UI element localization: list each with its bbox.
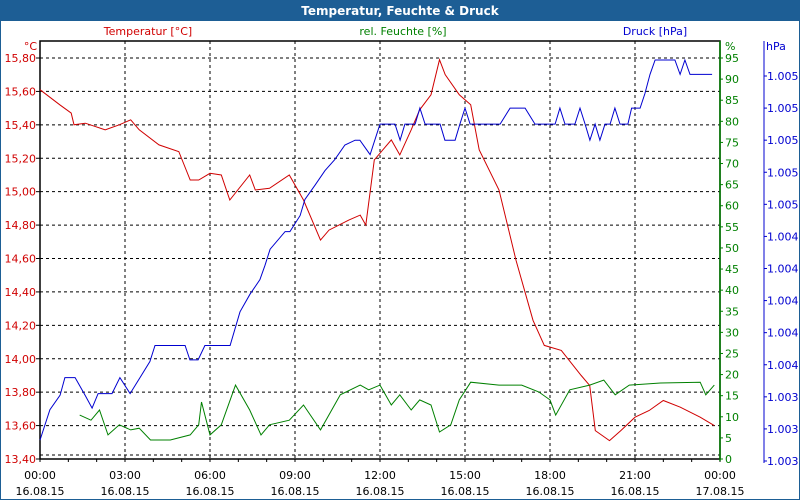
y-tick-label-humidity: 30 — [725, 326, 739, 339]
y-tick-label-pressure: 1.005 — [767, 198, 799, 211]
pressure-unit-label: hPa — [766, 40, 786, 53]
x-tick-label-time: 00:00 — [704, 469, 736, 482]
y-tick-label-pressure: 1.004 — [767, 295, 799, 308]
x-tick-label-date: 16.08.15 — [611, 485, 660, 498]
series-line-pressure — [39, 58, 713, 441]
x-tick-label-date: 16.08.15 — [356, 485, 405, 498]
x-tick-label-date: 16.08.15 — [16, 485, 65, 498]
x-tick-label-time: 09:00 — [279, 469, 311, 482]
y-tick-label-humidity: 60 — [725, 200, 739, 213]
y-tick-label-temperature: 13,40 — [5, 453, 37, 466]
x-tick-label-time: 03:00 — [109, 469, 141, 482]
y-tick-label-temperature: 14,40 — [5, 286, 37, 299]
y-tick-label-humidity: 50 — [725, 242, 739, 255]
y-tick-label-temperature: 15,80 — [5, 52, 37, 65]
y-tick-label-pressure: 1.003 — [767, 455, 799, 468]
series-line-humidity — [79, 379, 715, 441]
y-tick-label-humidity: 20 — [725, 369, 739, 382]
x-tick-label-date: 16.08.15 — [271, 485, 320, 498]
series-line-temperature — [39, 58, 715, 442]
y-tick-label-humidity: 5 — [725, 432, 732, 445]
y-tick-label-pressure: 1.003 — [767, 423, 799, 436]
x-tick-label-time: 12:00 — [364, 469, 396, 482]
x-tick-label-time: 00:00 — [24, 469, 56, 482]
y-tick-label-temperature: 13,80 — [5, 386, 37, 399]
y-tick-label-temperature: 15,40 — [5, 119, 37, 132]
y-tick-label-humidity: 65 — [725, 179, 739, 192]
y-tick-label-temperature: 15,60 — [5, 85, 37, 98]
y-tick-label-humidity: 80 — [725, 115, 739, 128]
y-tick-label-pressure: 1.005 — [767, 70, 799, 83]
y-tick-label-pressure: 1.004 — [767, 263, 799, 276]
y-tick-label-pressure: 1.004 — [767, 359, 799, 372]
y-tick-label-humidity: 10 — [725, 411, 739, 424]
y-tick-label-humidity: 90 — [725, 73, 739, 86]
x-tick-label-date: 16.08.15 — [101, 485, 150, 498]
y-tick-label-temperature: 15,00 — [5, 186, 37, 199]
y-tick-label-pressure: 1.004 — [767, 230, 799, 243]
y-tick-label-humidity: 25 — [725, 347, 739, 360]
temperature-unit-label: °C — [24, 40, 38, 53]
y-tick-label-pressure: 1.005 — [767, 166, 799, 179]
x-tick-label-date: 16.08.15 — [186, 485, 235, 498]
y-tick-label-temperature: 14,60 — [5, 253, 37, 266]
legend-pressure: Druck [hPa] — [623, 25, 687, 38]
x-tick-label-time: 18:00 — [534, 469, 566, 482]
y-tick-label-pressure: 1.004 — [767, 327, 799, 340]
legend-temperature: Temperatur [°C] — [103, 25, 192, 38]
y-tick-label-temperature: 14,20 — [5, 319, 37, 332]
y-tick-label-humidity: 75 — [725, 136, 739, 149]
legend-humidity: rel. Feuchte [%] — [359, 25, 446, 38]
window-title: Temperatur, Feuchte & Druck — [1, 1, 799, 21]
y-tick-label-humidity: 95 — [725, 52, 739, 65]
x-tick-label-time: 06:00 — [194, 469, 226, 482]
x-tick-label-time: 15:00 — [449, 469, 481, 482]
x-tick-label-date: 16.08.15 — [441, 485, 490, 498]
y-tick-label-humidity: 70 — [725, 158, 739, 171]
y-tick-label-temperature: 14,80 — [5, 219, 37, 232]
x-tick-label-time: 21:00 — [619, 469, 651, 482]
y-tick-label-humidity: 0 — [725, 453, 732, 466]
y-tick-label-humidity: 40 — [725, 284, 739, 297]
x-tick-label-date: 16.08.15 — [526, 485, 575, 498]
y-tick-label-temperature: 13,60 — [5, 420, 37, 433]
y-tick-label-humidity: 45 — [725, 263, 739, 276]
y-tick-label-humidity: 85 — [725, 94, 739, 107]
y-tick-label-temperature: 15,20 — [5, 152, 37, 165]
y-tick-label-temperature: 14,00 — [5, 353, 37, 366]
y-tick-label-humidity: 35 — [725, 305, 739, 318]
y-tick-label-humidity: 15 — [725, 390, 739, 403]
humidity-unit-label: % — [725, 40, 735, 53]
y-tick-label-pressure: 1.005 — [767, 102, 799, 115]
y-tick-label-pressure: 1.003 — [767, 391, 799, 404]
y-tick-label-humidity: 55 — [725, 221, 739, 234]
x-tick-label-date: 17.08.15 — [696, 485, 745, 498]
y-tick-label-pressure: 1.005 — [767, 134, 799, 147]
